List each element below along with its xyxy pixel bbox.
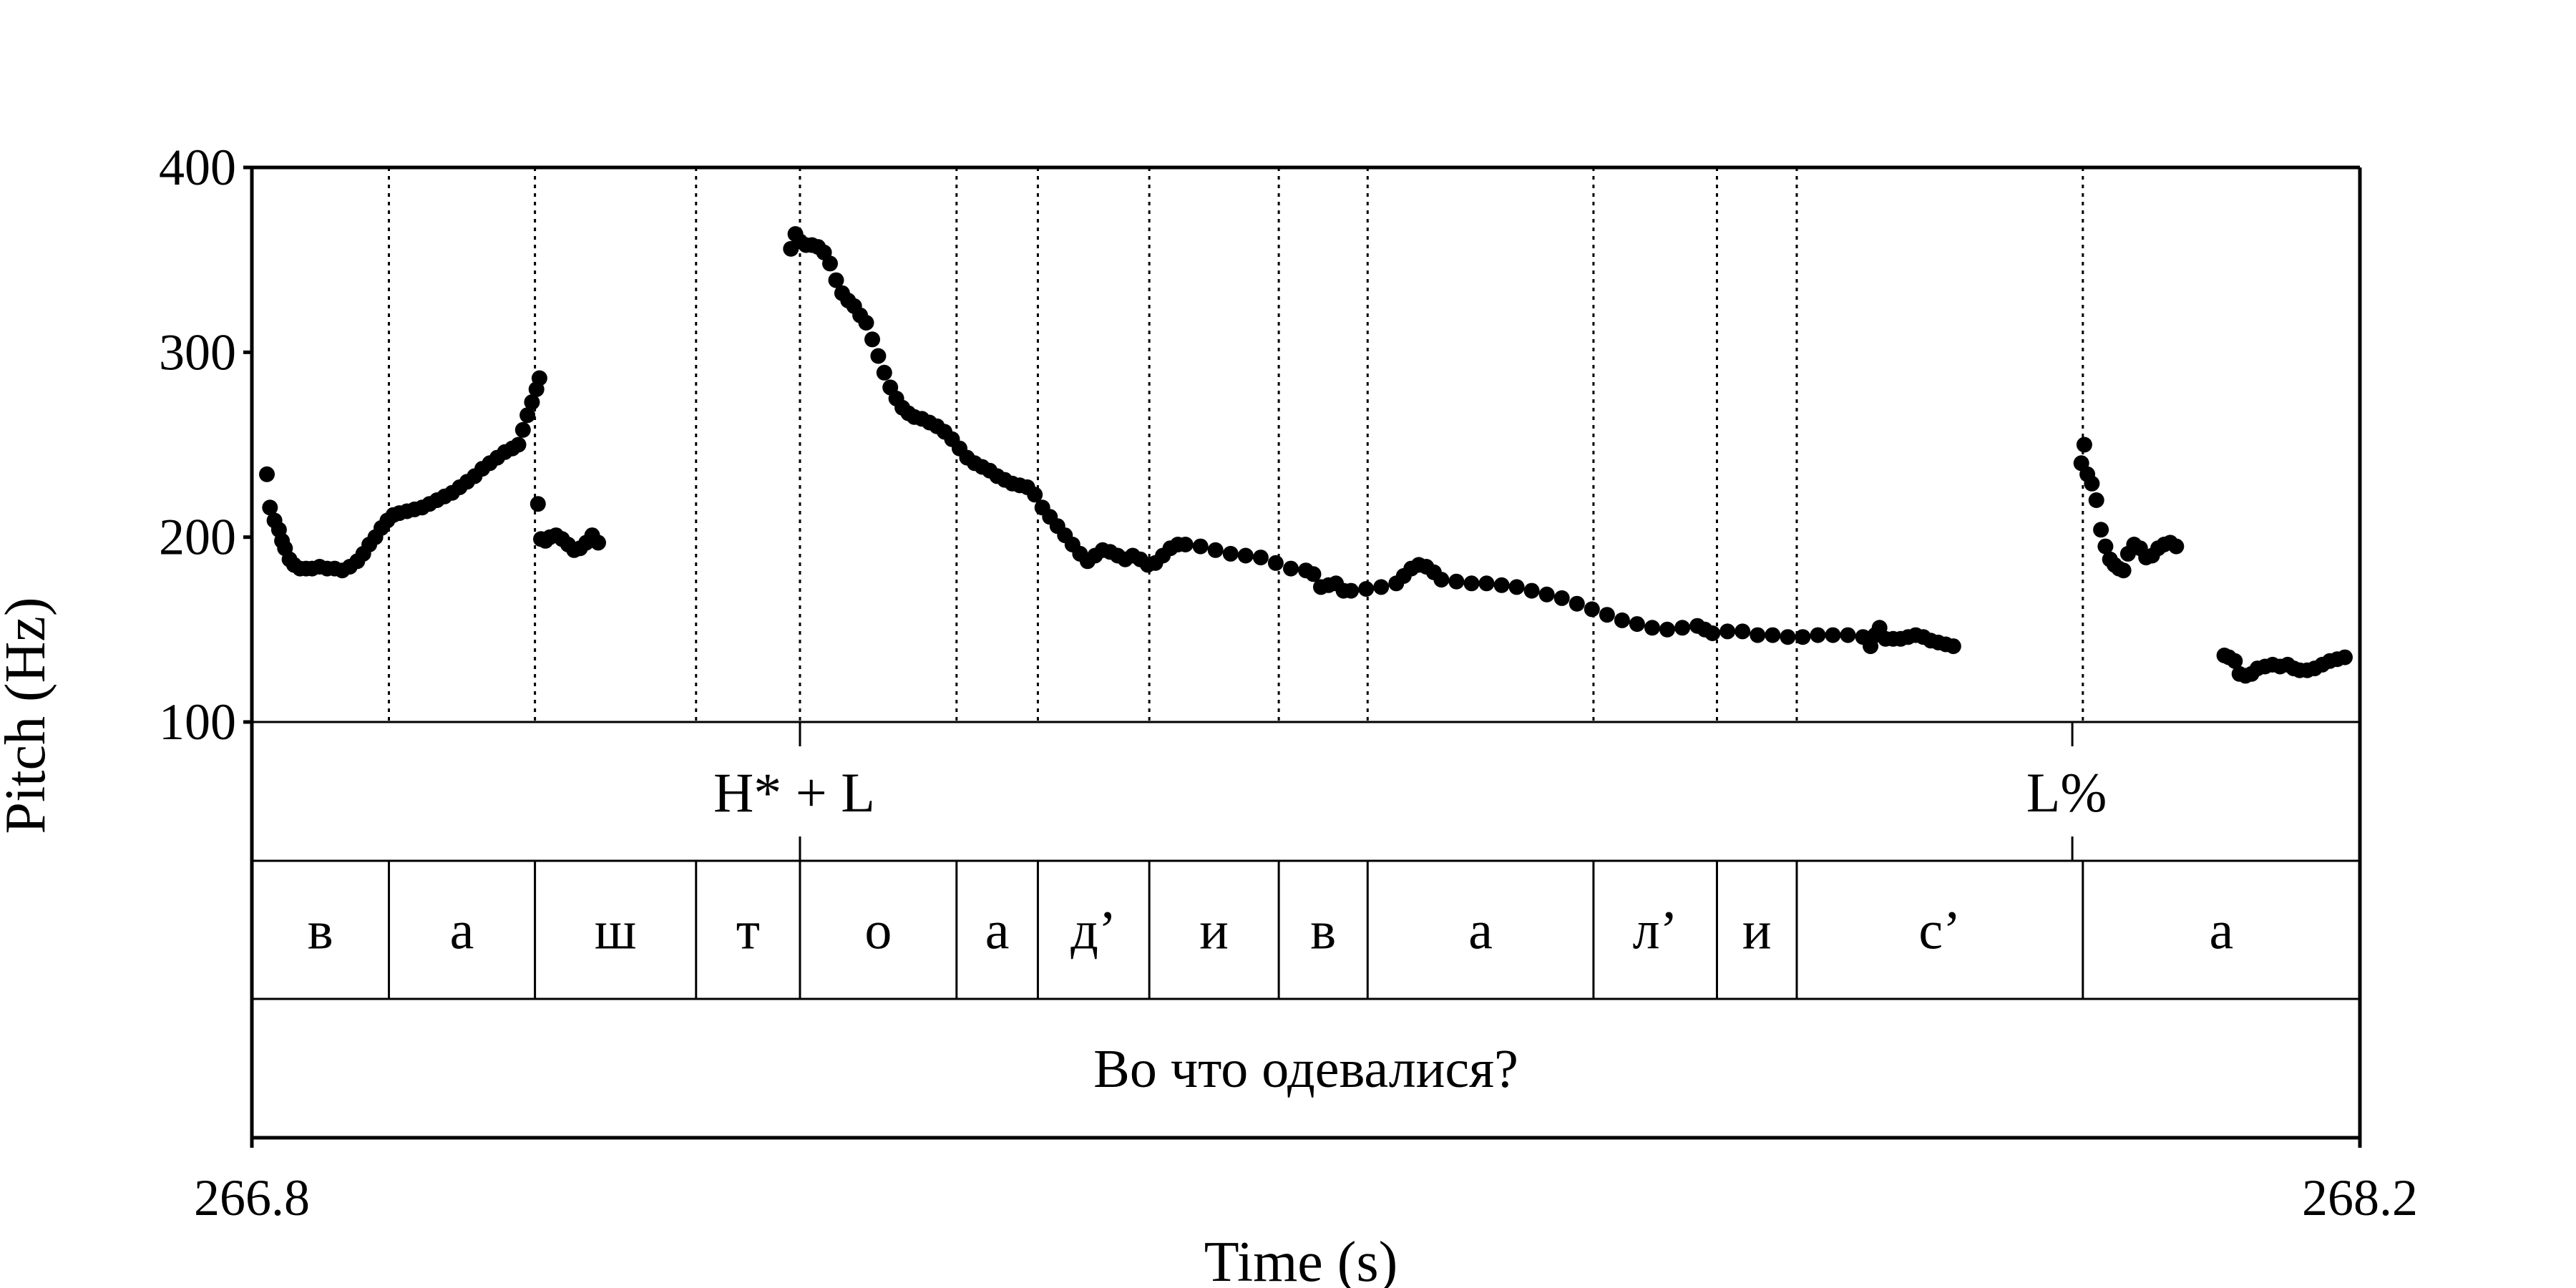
pitch-point — [2168, 538, 2185, 555]
pitch-point — [1825, 627, 1841, 643]
pitch-point — [1027, 487, 1043, 503]
segment-label: в — [308, 901, 333, 961]
segment-label: а — [1468, 901, 1493, 961]
y-axis-label: Pitch (Hz) — [0, 597, 57, 834]
segment-label: в — [1310, 901, 1336, 961]
pitch-point — [530, 496, 546, 512]
pitch-point — [1343, 582, 1360, 599]
segment-label: л’ — [1633, 901, 1678, 961]
pitch-point — [1463, 575, 1480, 592]
x-tick-label: 268.2 — [2302, 1169, 2418, 1226]
x-tick-label: 266.8 — [194, 1169, 310, 1226]
pitch-point — [1448, 573, 1465, 590]
segment-label: ш — [595, 901, 637, 961]
pitch-point — [1237, 547, 1254, 564]
y-tick-label: 400 — [159, 139, 236, 196]
pitch-point — [1614, 612, 1630, 628]
segment-label: д’ — [1070, 901, 1116, 961]
pitch-point — [1177, 537, 1194, 552]
pitch-point — [1358, 581, 1375, 597]
pitch-point — [1795, 629, 1811, 645]
segment-label: а — [2210, 901, 2234, 961]
pitch-point — [1553, 590, 1570, 606]
pitch-point — [1305, 566, 1322, 582]
phrase-label: Во что одевалися? — [1093, 1039, 1518, 1099]
pitch-point — [1599, 607, 1615, 623]
pitch-point — [828, 272, 844, 288]
pitch-point — [1568, 595, 1585, 612]
pitch-point — [876, 364, 892, 381]
pitch-point — [262, 499, 278, 516]
segment-label: с’ — [1918, 901, 1961, 961]
pitch-point — [1629, 616, 1645, 633]
pitch-point — [1945, 638, 1961, 655]
pitch-point — [1373, 579, 1390, 595]
pitch-point — [870, 348, 887, 364]
pitch-point — [2084, 475, 2100, 492]
pitch-point — [2088, 492, 2104, 508]
pitch-point — [1810, 627, 1826, 643]
pitch-point — [1674, 620, 1691, 636]
pitch-point — [1538, 586, 1555, 602]
pitch-point — [2115, 562, 2132, 579]
pitch-point — [2076, 436, 2092, 453]
tone-label: H* + L — [713, 761, 875, 824]
pitch-point — [1252, 550, 1269, 566]
pitch-point — [2227, 653, 2243, 669]
pitch-point — [1478, 575, 1495, 592]
pitch-point — [2097, 538, 2114, 555]
pitch-point — [1644, 620, 1660, 636]
pitch-point — [524, 394, 540, 411]
pitch-point — [1765, 627, 1781, 643]
segment-label: и — [1742, 901, 1772, 961]
pitch-point — [1584, 601, 1600, 618]
segment-label: т — [736, 901, 760, 961]
pitch-point — [1433, 572, 1450, 588]
tone-label: L% — [2026, 761, 2107, 824]
pitch-point — [1283, 560, 1299, 577]
pitch-point — [2093, 522, 2109, 538]
pitch-point — [1704, 625, 1721, 641]
pitch-point — [1267, 555, 1284, 571]
pitch-point — [1750, 627, 1766, 643]
pitch-point — [1523, 582, 1540, 599]
pitch-point — [510, 436, 527, 453]
pitch-point — [1719, 623, 1736, 640]
x-axis-label: Time (s) — [1204, 1231, 1397, 1288]
pitch-point — [590, 535, 606, 551]
pitch-point — [822, 255, 838, 272]
pitch-point — [1659, 621, 1675, 638]
segment-label: а — [985, 901, 1010, 961]
pitch-point — [514, 421, 531, 438]
y-tick-label: 100 — [159, 693, 236, 751]
pitch-point — [1508, 579, 1525, 595]
pitch-point — [858, 315, 874, 331]
pitch-point — [1493, 577, 1510, 593]
pitch-point — [1222, 545, 1239, 562]
pitch-point — [1207, 542, 1224, 558]
pitch-point — [864, 331, 880, 348]
pitch-point — [1780, 629, 1796, 645]
pitch-point — [519, 407, 536, 424]
pitch-point — [1735, 623, 1751, 640]
segment-label: а — [450, 901, 474, 961]
pitch-point — [531, 370, 547, 386]
pitch-point — [259, 466, 275, 482]
y-tick-label: 200 — [159, 509, 236, 566]
pitch-point — [1192, 538, 1209, 555]
segment-label: и — [1199, 901, 1229, 961]
y-tick-label: 300 — [159, 323, 236, 381]
pitch-point — [1840, 627, 1856, 643]
segment-label: о — [864, 901, 892, 961]
pitch-point — [2337, 649, 2353, 665]
